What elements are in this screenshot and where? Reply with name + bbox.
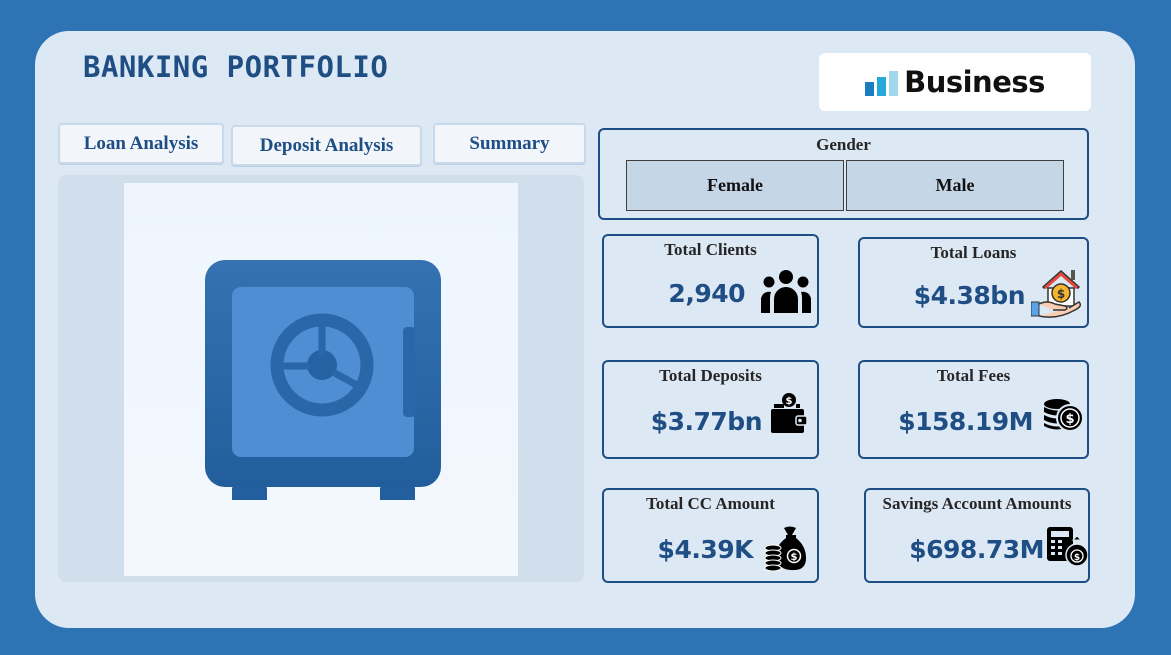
kpi-card-total-fees: Total Fees $158.19M $ xyxy=(858,360,1089,459)
hero-image-area xyxy=(58,175,584,582)
svg-text:$: $ xyxy=(1065,412,1074,427)
kpi-value: $3.77bn xyxy=(650,407,763,436)
svg-text:$: $ xyxy=(1074,553,1080,563)
kpi-value: 2,940 xyxy=(668,279,745,308)
kpi-card-total-loans: Total Loans $4.38bn $ xyxy=(858,237,1089,328)
kpi-value: $4.38bn xyxy=(913,281,1026,310)
kpi-card-savings-account-amounts: Savings Account Amounts $698.73M $ xyxy=(864,488,1090,583)
kpi-value: $698.73M xyxy=(909,535,1044,564)
gender-option-female[interactable]: Female xyxy=(626,160,844,211)
logo-text: Business xyxy=(904,65,1045,99)
hero-image xyxy=(124,183,518,576)
tab-summary[interactable]: Summary xyxy=(433,123,586,164)
gender-option-male[interactable]: Male xyxy=(846,160,1064,211)
kpi-label: Total Deposits xyxy=(659,366,762,385)
kpi-card-total-cc-amount: Total CC Amount $4.39K $ xyxy=(602,488,819,583)
kpi-label: Total Clients xyxy=(664,240,757,259)
money-bag-coins-icon: $ xyxy=(764,526,806,572)
kpi-label: Total Loans xyxy=(930,243,1017,262)
svg-text:$: $ xyxy=(786,396,793,407)
kpi-label: Savings Account Amounts xyxy=(882,494,1072,513)
coins-dollar-icon: $ xyxy=(1044,399,1084,432)
bar-chart-logo-icon xyxy=(865,70,899,96)
business-logo: Business xyxy=(819,53,1091,111)
calculator-money-bag-icon: $ xyxy=(1047,527,1088,567)
kpi-label: Total Fees xyxy=(936,366,1011,385)
kpi-value: $4.39K xyxy=(657,535,754,564)
people-group-icon xyxy=(761,270,811,313)
house-loan-hand-icon: $ xyxy=(1031,269,1082,318)
kpi-card-total-clients: Total Clients 2,940 xyxy=(602,234,819,328)
wallet-dollar-icon: $ xyxy=(771,393,808,433)
kpi-card-total-deposits: Total Deposits $3.77bn $ xyxy=(602,360,819,459)
svg-text:$: $ xyxy=(1057,287,1065,301)
tab-loan-analysis[interactable]: Loan Analysis xyxy=(58,123,224,164)
kpi-value: $158.19M xyxy=(898,407,1033,436)
kpi-label: Total CC Amount xyxy=(646,494,775,513)
svg-text:$: $ xyxy=(791,552,798,563)
tab-deposit-analysis[interactable]: Deposit Analysis xyxy=(231,125,422,166)
safe-vault-icon xyxy=(205,259,441,500)
gender-filter: Gender Female Male xyxy=(598,128,1089,220)
page-title: BANKING PORTFOLIO xyxy=(83,50,389,84)
gender-filter-title: Gender xyxy=(816,135,871,154)
